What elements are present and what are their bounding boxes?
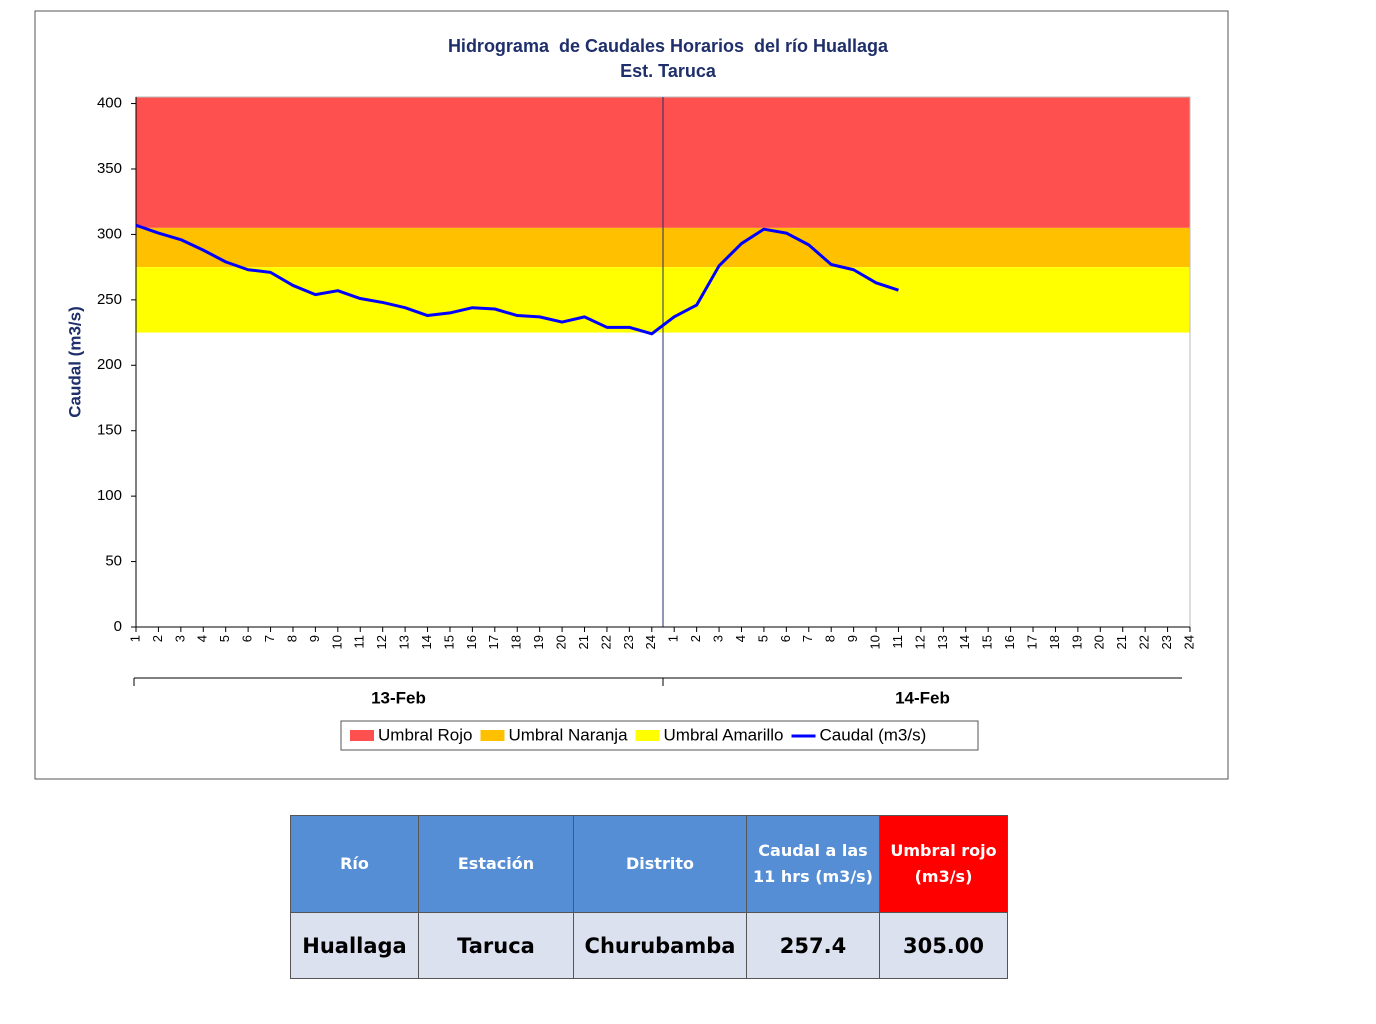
y-tick-label: 100	[97, 487, 122, 504]
y-tick-label: 350	[97, 160, 122, 177]
x-tick-label: 22	[598, 635, 613, 649]
x-tick-label: 14	[419, 635, 434, 649]
x-tick-label: 8	[823, 635, 838, 642]
legend-label: Umbral Rojo	[378, 725, 472, 744]
x-tick-label: 17	[1024, 635, 1039, 649]
legend-label: Umbral Amarillo	[664, 725, 784, 744]
x-tick-label: 13	[397, 635, 412, 649]
x-tick-label: 22	[1137, 635, 1152, 649]
x-tick-label: 11	[890, 635, 905, 649]
x-tick-label: 4	[195, 635, 210, 642]
y-tick-label: 0	[114, 618, 122, 635]
x-tick-label: 6	[778, 635, 793, 642]
x-tick-label: 20	[1092, 635, 1107, 649]
summary-table: Río Estación Distrito Caudal a las 11 hr…	[290, 815, 1008, 979]
y-tick-label: 250	[97, 291, 122, 308]
chart-title: Hidrograma de Caudales Horarios del río …	[448, 36, 889, 56]
x-tick-label: 2	[150, 635, 165, 642]
x-tick-label: 5	[755, 635, 770, 642]
x-tick-label: 23	[621, 635, 636, 649]
x-tick-label: 3	[172, 635, 187, 642]
x-tick-label: 3	[711, 635, 726, 642]
header-cell: Distrito	[573, 815, 747, 913]
x-tick-label: 13	[935, 635, 950, 649]
legend-label: Caudal (m3/s)	[820, 725, 927, 744]
x-tick-label: 18	[1047, 635, 1062, 649]
x-tick-label: 16	[1002, 635, 1017, 649]
x-tick-label: 18	[509, 635, 524, 649]
y-axis-label: Caudal (m3/s)	[65, 306, 84, 417]
x-group-label: 14-Feb	[895, 688, 950, 707]
legend-label: Umbral Naranja	[508, 725, 628, 744]
y-tick-label: 300	[97, 225, 122, 242]
x-tick-label: 4	[733, 635, 748, 642]
x-tick-label: 2	[688, 635, 703, 642]
x-tick-label: 7	[800, 635, 815, 642]
cell: Churubamba	[573, 912, 747, 979]
cell: Huallaga	[290, 912, 419, 979]
x-tick-label: 7	[262, 635, 277, 642]
y-tick-label: 200	[97, 356, 122, 373]
x-tick-label: 1	[127, 635, 142, 642]
y-tick-label: 150	[97, 422, 122, 439]
x-tick-label: 19	[1069, 635, 1084, 649]
x-tick-label: 20	[554, 635, 569, 649]
x-tick-label: 21	[1114, 635, 1129, 649]
x-tick-label: 8	[284, 635, 299, 642]
header-cell: Caudal a las 11 hrs (m3/s)	[746, 815, 880, 913]
chart: Hidrograma de Caudales Horarios del río …	[34, 10, 1229, 780]
header-cell: Río	[290, 815, 419, 913]
cell: 305.00	[879, 912, 1008, 979]
x-tick-label: 6	[240, 635, 255, 642]
x-tick-label: 12	[374, 635, 389, 649]
x-tick-label: 14	[957, 635, 972, 649]
header-cell: Estación	[418, 815, 574, 913]
x-tick-label: 10	[867, 635, 882, 649]
chart-subtitle: Est. Taruca	[620, 61, 717, 81]
x-tick-label: 1	[666, 635, 681, 642]
legend-swatch	[635, 730, 660, 741]
legend: Umbral Rojo Umbral Naranja Umbral Amarillo…	[340, 720, 979, 751]
legend-swatch	[350, 730, 374, 741]
flow-line	[135, 223, 899, 336]
x-tick-label: 23	[1159, 635, 1174, 649]
x-tick-label: 16	[464, 635, 479, 649]
x-tick-label: 10	[329, 635, 344, 649]
x-tick-label: 24	[1181, 635, 1196, 649]
x-tick-label: 17	[486, 635, 501, 649]
x-tick-label: 15	[980, 635, 995, 649]
x-tick-label: 9	[845, 635, 860, 642]
y-tick-label: 400	[97, 95, 122, 112]
x-tick-label: 5	[217, 635, 232, 642]
x-tick-label: 24	[643, 635, 658, 649]
x-tick-label: 11	[352, 635, 367, 649]
x-group-label: 13-Feb	[371, 688, 426, 707]
cell: Taruca	[418, 912, 574, 979]
x-tick-label: 15	[441, 635, 456, 649]
x-tick-label: 19	[531, 635, 546, 649]
x-tick-label: 12	[912, 635, 927, 649]
x-tick-label: 21	[576, 635, 591, 649]
x-tick-label: 9	[307, 635, 322, 642]
cell: 257.4	[746, 912, 880, 979]
header-cell: Umbral rojo (m3/s)	[879, 815, 1008, 913]
y-tick-label: 50	[105, 553, 122, 570]
legend-swatch	[480, 730, 505, 741]
